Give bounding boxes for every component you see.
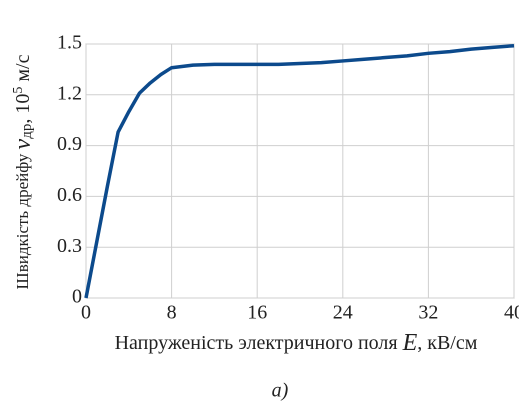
label-part: E: [402, 330, 418, 356]
y-tick-label: 0: [72, 286, 82, 308]
label-part: , 10: [12, 94, 34, 124]
x-tick-label: 16: [247, 302, 267, 324]
label-part: м/с: [12, 54, 34, 86]
x-tick-label: 32: [418, 302, 438, 324]
x-tick-label: 24: [333, 302, 353, 324]
y-tick-label: 0.9: [57, 133, 82, 155]
label-part: , кВ/см: [417, 332, 477, 354]
caption: а): [272, 380, 289, 402]
y-axis-label: Швидкість дрейфу vдр, 105 м/с: [10, 54, 36, 289]
y-tick-label: 0.6: [57, 184, 82, 206]
y-tick-label: 1.2: [57, 82, 82, 104]
x-tick-label: 40: [504, 302, 519, 324]
label-part: 5: [11, 87, 26, 94]
label-part: Швидкість дрейфу: [13, 149, 32, 289]
x-tick-label: 0: [81, 302, 91, 324]
label-part: Напруженість электричного поля: [115, 332, 403, 354]
label-part: v: [10, 138, 36, 149]
data-line: [84, 43, 515, 299]
label-part: др: [19, 124, 35, 139]
x-axis-label: Напруженість электричного поля E, кВ/см: [115, 330, 478, 356]
y-tick-label: 1.5: [57, 32, 82, 54]
y-tick-label: 0.3: [57, 235, 82, 257]
x-tick-label: 8: [167, 302, 177, 324]
